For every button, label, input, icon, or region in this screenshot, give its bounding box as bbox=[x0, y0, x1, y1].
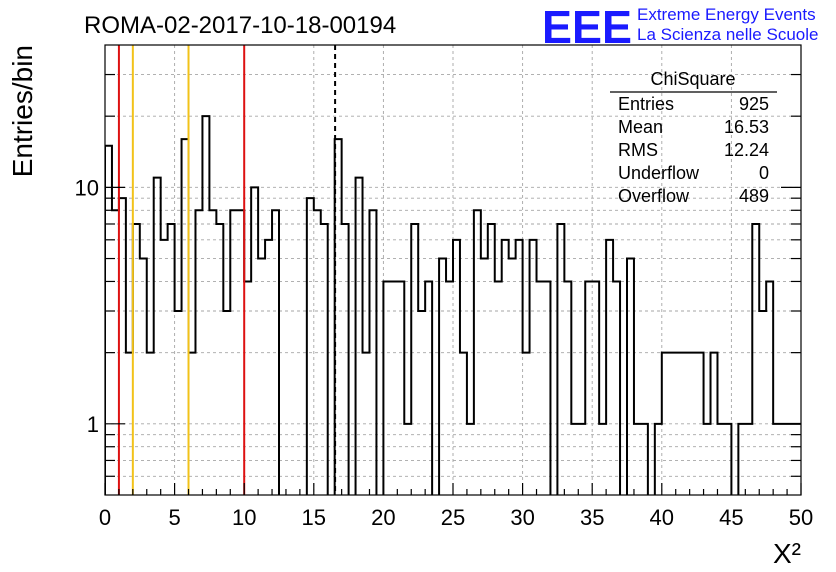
y-tick-label: 10 bbox=[75, 175, 99, 200]
stats-value-entries: 925 bbox=[739, 94, 769, 114]
stats-label-rms: RMS bbox=[618, 140, 658, 160]
x-tick-label: 10 bbox=[232, 505, 256, 530]
x-tick-label: 50 bbox=[789, 505, 813, 530]
x-tick-label: 30 bbox=[510, 505, 534, 530]
stats-value-overflow: 489 bbox=[739, 186, 769, 206]
y-tick-labels: 1 10 bbox=[75, 175, 99, 436]
histogram-bars bbox=[105, 115, 801, 495]
x-tick-label: 25 bbox=[441, 505, 465, 530]
marker-lines bbox=[117, 45, 337, 495]
stats-title: ChiSquare bbox=[650, 69, 735, 89]
x-tick-label: 45 bbox=[719, 505, 743, 530]
stats-value-underflow: 0 bbox=[759, 163, 769, 183]
x-tick-label: 20 bbox=[371, 505, 395, 530]
stats-label-overflow: Overflow bbox=[618, 186, 690, 206]
x-tick-label: 15 bbox=[302, 505, 326, 530]
stats-value-rms: 12.24 bbox=[724, 140, 769, 160]
run-title: ROMA-02-2017-10-18-00194 bbox=[84, 12, 396, 39]
x-tick-label: 35 bbox=[580, 505, 604, 530]
stats-label-underflow: Underflow bbox=[618, 163, 700, 183]
stats-label-entries: Entries bbox=[618, 94, 674, 114]
x-tick-label: 40 bbox=[650, 505, 674, 530]
axis-ticks bbox=[104, 73, 802, 495]
stats-label-mean: Mean bbox=[618, 117, 663, 137]
stats-box: ChiSquare Entries 925 Mean 16.53 RMS 12.… bbox=[610, 69, 777, 206]
y-axis-title: Entries/bin bbox=[7, 45, 38, 177]
eee-logo-mark: EEE bbox=[542, 1, 632, 53]
y-tick-label: 1 bbox=[87, 412, 99, 437]
x-tick-label: 5 bbox=[168, 505, 180, 530]
x-tick-label: 0 bbox=[99, 505, 111, 530]
grid-lines bbox=[105, 45, 801, 495]
eee-logo-line1: Extreme Energy Events bbox=[637, 5, 816, 24]
histogram-line bbox=[105, 115, 801, 495]
eee-logo: EEE Extreme Energy Events La Scienza nel… bbox=[542, 1, 818, 53]
x-axis-title: X² bbox=[773, 538, 801, 569]
stats-value-mean: 16.53 bbox=[724, 117, 769, 137]
eee-logo-line2: La Scienza nelle Scuole bbox=[637, 25, 818, 44]
x-tick-labels: 0 5 10 15 20 25 30 35 40 45 50 bbox=[99, 505, 813, 530]
